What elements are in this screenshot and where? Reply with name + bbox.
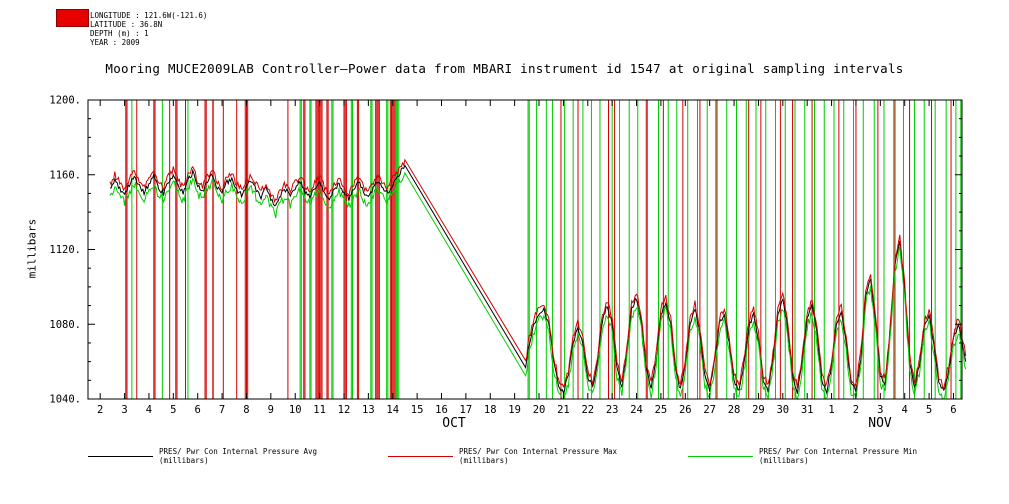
legend-item-min: PRES/ Pwr Con Internal Pressure Min (mil…	[688, 447, 962, 465]
x-tick-label: 6	[195, 404, 201, 416]
x-tick-label: 4	[146, 404, 152, 416]
x-tick-label: 14	[386, 404, 399, 416]
x-tick-label: 13	[362, 404, 375, 416]
x-tick-label: 30	[776, 404, 789, 416]
x-tick-label: 3	[121, 404, 127, 416]
metadata-longitude: LONGITUDE : 121.6W(-121.6)	[90, 11, 208, 20]
series-line-min	[109, 171, 967, 401]
metadata-block: LONGITUDE : 121.6W(-121.6) LATITUDE : 36…	[90, 11, 207, 47]
x-tick-label: 25	[655, 404, 668, 416]
series-line-max	[109, 158, 967, 390]
plot-frame	[87, 99, 963, 400]
series-line-avg	[109, 164, 967, 395]
x-tick-label: 26	[679, 404, 692, 416]
x-tick-label: 3	[877, 404, 883, 416]
x-tick-label: 9	[268, 404, 274, 416]
legend-item-max: PRES/ Pwr Con Internal Pressure Max (mil…	[388, 447, 662, 465]
x-tick-label: 6	[950, 404, 956, 416]
x-tick-label: 17	[460, 404, 473, 416]
month-label-nov: NOV	[868, 416, 892, 431]
x-tick-label: 8	[243, 404, 249, 416]
legend-line-min	[688, 455, 754, 457]
y-tick-label: 1200.	[49, 95, 81, 107]
x-tick-label: 10	[289, 404, 302, 416]
legend-line-max	[388, 455, 454, 457]
x-tick-label: 1	[828, 404, 834, 416]
legend-item-avg: PRES/ Pwr Con Internal Pressure Avg (mil…	[88, 447, 362, 465]
x-tick-label: 15	[411, 404, 424, 416]
x-tick-label: 24	[630, 404, 643, 416]
metadata-depth: DEPTH (m) : 1	[90, 29, 149, 38]
y-tick-label: 1040.	[49, 394, 81, 406]
month-label-oct: OCT	[442, 416, 466, 431]
legend-label-max: PRES/ Pwr Con Internal Pressure Max (mil…	[459, 447, 618, 465]
x-tick-label: 31	[801, 404, 814, 416]
x-tick-label: 22	[581, 404, 594, 416]
x-tick-label: 18	[484, 404, 497, 416]
x-tick-label: 5	[170, 404, 176, 416]
metadata-latitude: LATITUDE : 36.8N	[90, 20, 163, 29]
y-tick-label: 1080.	[49, 319, 81, 331]
x-tick-label: 2	[97, 404, 103, 416]
x-tick-label: 28	[728, 404, 741, 416]
logo-mark	[56, 9, 89, 27]
x-tick-label: 16	[435, 404, 448, 416]
x-tick-label: 7	[219, 404, 225, 416]
legend-label-min: PRES/ Pwr Con Internal Pressure Min (mil…	[759, 447, 918, 465]
x-tick-label: 21	[557, 404, 570, 416]
x-tick-label: 5	[926, 404, 932, 416]
legend: PRES/ Pwr Con Internal Pressure Avg (mil…	[88, 447, 962, 465]
chart-title: Mooring MUCE2009LAB Controller—Power dat…	[105, 61, 904, 76]
legend-label-avg: PRES/ Pwr Con Internal Pressure Avg (mil…	[159, 447, 318, 465]
y-tick-label: 1120.	[49, 244, 81, 256]
x-tick-label: 29	[752, 404, 765, 416]
x-tick-label: 4	[902, 404, 908, 416]
y-tick-label: 1160.	[49, 169, 81, 181]
legend-line-avg	[88, 455, 154, 457]
x-tick-label: 27	[703, 404, 716, 416]
x-tick-label: 20	[533, 404, 546, 416]
x-tick-label: 2	[853, 404, 859, 416]
metadata-year: YEAR : 2009	[90, 38, 140, 47]
x-tick-label: 19	[508, 404, 521, 416]
x-tick-label: 12	[338, 404, 351, 416]
x-tick-label: 23	[606, 404, 619, 416]
x-tick-label: 11	[313, 404, 326, 416]
